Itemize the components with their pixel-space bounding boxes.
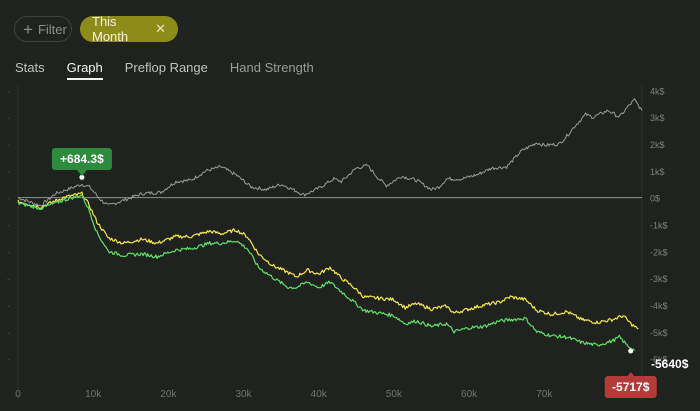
x-tick-label: 70k (536, 389, 553, 400)
close-icon[interactable]: ✕ (155, 21, 166, 36)
min-profit-badge (604, 376, 657, 398)
y-tick-label-right: 0$ (650, 194, 660, 204)
y-tick-mark-left: - (7, 194, 10, 204)
max-profit-badge-pointer (76, 170, 87, 176)
tab-hand-strength[interactable]: Hand Strength (229, 60, 314, 75)
tab-preflop-range[interactable]: Preflop Range (124, 60, 208, 75)
series-line-0 (17, 98, 643, 207)
y-tick-label-right: 3k$ (650, 113, 665, 123)
x-tick-label: 60k (461, 389, 478, 400)
y-tick-label-right: -3k$ (650, 274, 668, 284)
filter-button[interactable]: + Filter (14, 16, 72, 42)
max-profit-badge (51, 148, 112, 170)
y-tick-mark-left: - (7, 301, 10, 311)
y-tick-mark-left: - (7, 328, 10, 338)
max-profit-label: +684.3$ (60, 152, 104, 166)
y-tick-mark-left: - (7, 113, 10, 123)
y-tick-mark-left: - (7, 167, 10, 177)
y-tick-mark-left: - (7, 247, 10, 257)
y-tick-label-right: -2k$ (650, 247, 668, 257)
y-tick-label-right: 1k$ (650, 167, 665, 177)
y-tick-label-right: -5k$ (650, 328, 668, 338)
y-tick-label-right: -4k$ (650, 301, 668, 311)
x-tick-label: 10k (85, 389, 102, 400)
tab-stats[interactable]: Stats (15, 60, 45, 75)
this-month-label: This Month (92, 14, 129, 44)
y-tick-mark-left: - (7, 274, 10, 284)
x-tick-label: 20k (160, 389, 177, 400)
y-tick-label-right: -1k$ (650, 220, 668, 230)
y-tick-mark-left: - (7, 86, 10, 96)
filter-label: Filter (37, 21, 67, 37)
x-tick-label: 40k (311, 389, 328, 400)
min-point-marker (628, 348, 634, 354)
max-point-marker (79, 174, 85, 180)
plus-icon: + (23, 19, 33, 39)
y-tick-mark-left: - (7, 220, 10, 230)
series-line-2 (17, 194, 635, 351)
this-month-chip[interactable]: This Month ✕ (80, 14, 178, 44)
y-tick-mark-left: - (7, 355, 10, 365)
end-value-label: -5640$ (651, 357, 689, 371)
y-tick-label-right: -6k$ (650, 355, 668, 365)
x-tick-label: 0 (15, 389, 21, 400)
y-tick-label-right: 2k$ (650, 140, 665, 150)
series-line-1 (17, 191, 639, 330)
tab-bar: Stats Graph Preflop Range Hand Strength (15, 60, 336, 80)
min-profit-label: -5717$ (612, 380, 650, 394)
y-tick-label-right: 4k$ (650, 86, 665, 96)
x-tick-label: 50k (386, 389, 403, 400)
tab-graph[interactable]: Graph (66, 60, 103, 80)
y-tick-mark-left: - (7, 140, 10, 150)
x-tick-label: 30k (235, 389, 252, 400)
